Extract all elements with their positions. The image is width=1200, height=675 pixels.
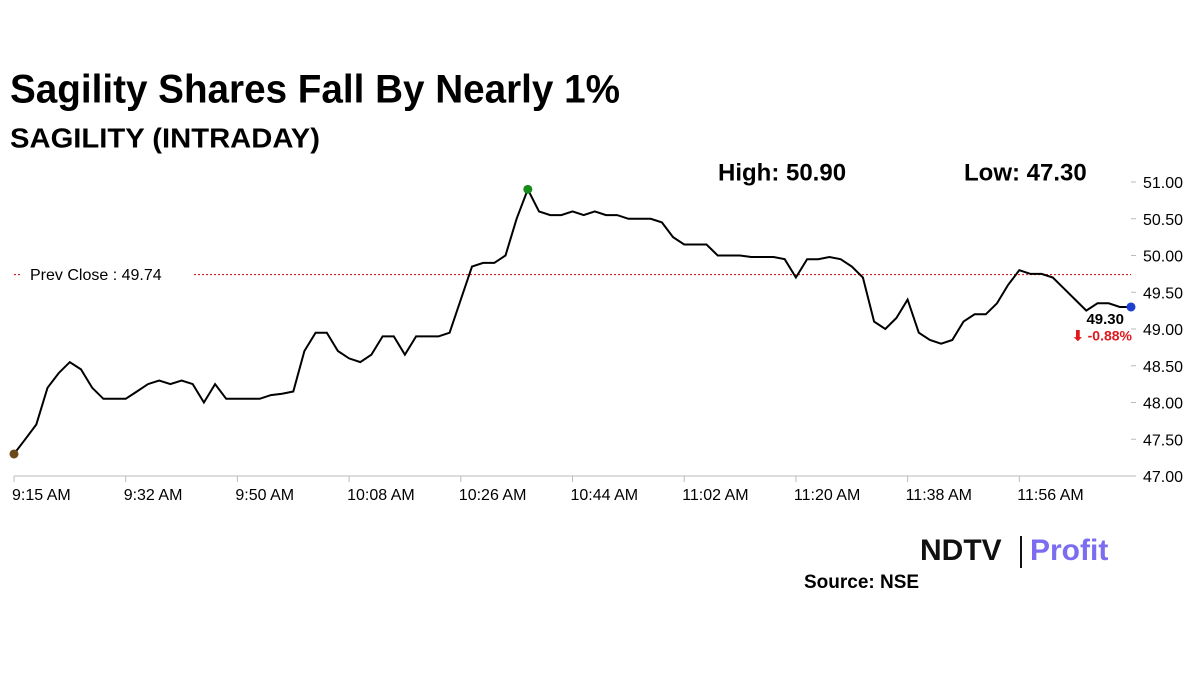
y-tick-label: 49.50 <box>1143 285 1183 302</box>
high-label: High: 50.90 <box>718 159 846 186</box>
logo-right: Profit <box>1030 534 1108 567</box>
y-tick-label: 48.50 <box>1143 359 1183 376</box>
x-tick-label: 11:38 AM <box>906 487 972 504</box>
y-tick-label: 47.00 <box>1143 469 1183 486</box>
chart-subtitle: SAGILITY (INTRADAY) <box>10 122 320 153</box>
x-tick-label: 9:32 AM <box>124 487 183 504</box>
y-tick-label: 50.00 <box>1143 249 1183 266</box>
prev-close-label: Prev Close : 49.74 <box>30 267 162 284</box>
change-label: ⬇ -0.88% <box>1072 328 1133 344</box>
last-marker <box>1126 302 1136 312</box>
y-tick-label: 48.00 <box>1143 396 1183 413</box>
last-value-label: 49.30 <box>1086 311 1124 328</box>
y-tick-label: 47.50 <box>1143 432 1183 449</box>
x-tick-label: 9:15 AM <box>12 487 71 504</box>
x-tick-label: 10:44 AM <box>571 487 639 504</box>
high-marker <box>523 184 533 194</box>
x-tick-label: 10:26 AM <box>459 487 527 504</box>
x-tick-label: 11:20 AM <box>794 487 860 504</box>
y-tick-label: 50.50 <box>1143 212 1183 229</box>
x-tick-label: 10:08 AM <box>347 487 415 504</box>
prev-close-bg <box>22 263 192 286</box>
low-label: Low: 47.30 <box>964 159 1087 186</box>
low-marker <box>9 449 19 459</box>
y-tick-label: 49.00 <box>1143 322 1183 339</box>
x-tick-label: 11:02 AM <box>682 487 748 504</box>
price-line <box>13 186 1131 455</box>
source: Source: NSE <box>804 572 919 593</box>
x-tick-label: 11:56 AM <box>1017 487 1083 504</box>
y-tick-label: 51.00 <box>1143 175 1183 192</box>
logo-left: NDTV <box>920 534 1002 567</box>
chart-title: Sagility Shares Fall By Nearly 1% <box>10 68 620 112</box>
x-tick-label: 9:50 AM <box>235 487 294 504</box>
